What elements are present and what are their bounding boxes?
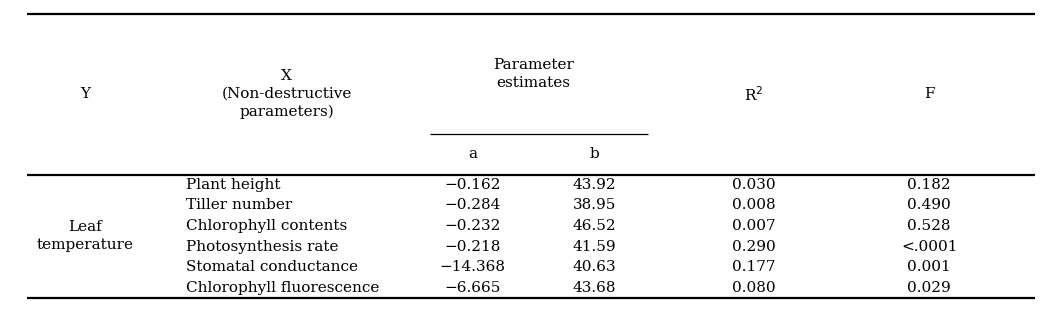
Text: b: b bbox=[589, 147, 600, 162]
Text: 0.008: 0.008 bbox=[732, 198, 776, 213]
Text: 0.490: 0.490 bbox=[907, 198, 952, 213]
Text: −6.665: −6.665 bbox=[444, 281, 501, 295]
Text: −0.218: −0.218 bbox=[444, 240, 501, 254]
Text: 0.290: 0.290 bbox=[732, 240, 776, 254]
Text: 0.182: 0.182 bbox=[907, 178, 952, 192]
Text: Stomatal conductance: Stomatal conductance bbox=[186, 260, 358, 274]
Text: 43.92: 43.92 bbox=[572, 178, 617, 192]
Text: Chlorophyll contents: Chlorophyll contents bbox=[186, 219, 347, 233]
Text: 0.177: 0.177 bbox=[733, 260, 775, 274]
Text: 43.68: 43.68 bbox=[573, 281, 616, 295]
Text: 0.029: 0.029 bbox=[907, 281, 952, 295]
Text: Photosynthesis rate: Photosynthesis rate bbox=[186, 240, 339, 254]
Text: 0.528: 0.528 bbox=[908, 219, 950, 233]
Text: 0.001: 0.001 bbox=[907, 260, 952, 274]
Text: −0.284: −0.284 bbox=[444, 198, 501, 213]
Text: 0.030: 0.030 bbox=[732, 178, 776, 192]
Text: a: a bbox=[468, 147, 477, 162]
Text: −0.162: −0.162 bbox=[444, 178, 501, 192]
Text: X
(Non-destructive
parameters): X (Non-destructive parameters) bbox=[222, 69, 352, 119]
Text: Leaf
temperature: Leaf temperature bbox=[36, 220, 134, 252]
Text: R$^2$: R$^2$ bbox=[744, 85, 764, 104]
Text: Chlorophyll fluorescence: Chlorophyll fluorescence bbox=[186, 281, 379, 295]
Text: Tiller number: Tiller number bbox=[186, 198, 292, 213]
Text: Parameter
estimates: Parameter estimates bbox=[493, 58, 575, 90]
Text: Y: Y bbox=[80, 87, 90, 101]
Text: F: F bbox=[924, 87, 935, 101]
Text: 41.59: 41.59 bbox=[572, 240, 617, 254]
Text: 0.007: 0.007 bbox=[732, 219, 776, 233]
Text: <.0001: <.0001 bbox=[901, 240, 958, 254]
Text: 0.080: 0.080 bbox=[732, 281, 776, 295]
Text: −14.368: −14.368 bbox=[440, 260, 506, 274]
Text: 40.63: 40.63 bbox=[572, 260, 617, 274]
Text: −0.232: −0.232 bbox=[444, 219, 501, 233]
Text: 46.52: 46.52 bbox=[572, 219, 617, 233]
Text: Plant height: Plant height bbox=[186, 178, 280, 192]
Text: 38.95: 38.95 bbox=[573, 198, 616, 213]
